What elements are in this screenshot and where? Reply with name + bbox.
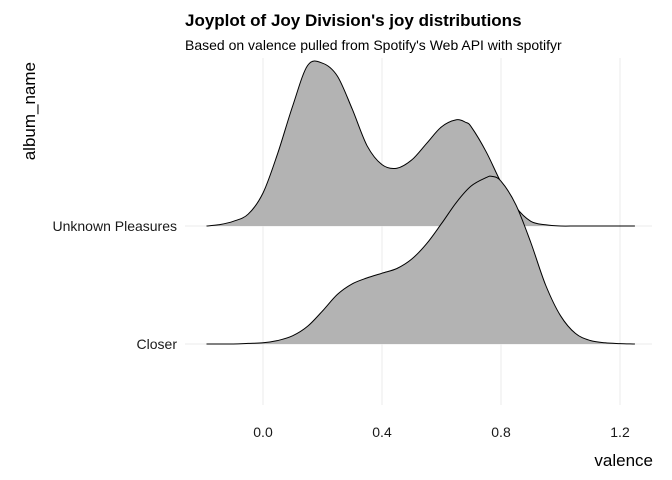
ridge-fill-unknown-pleasures — [206, 61, 635, 227]
chart-subtitle: Based on valence pulled from Spotify's W… — [185, 37, 562, 53]
x-tick-label: 0.8 — [491, 424, 511, 440]
y-tick-label: Unknown Pleasures — [52, 218, 177, 234]
density-ridges — [206, 60, 635, 345]
chart-title: Joyplot of Joy Division's joy distributi… — [185, 11, 522, 30]
x-axis-title: valence — [594, 451, 653, 470]
ridge-fill-closer — [206, 176, 635, 345]
y-axis-tick-labels: Closer Unknown Pleasures — [52, 218, 177, 352]
x-axis-tick-labels: 0.0 0.4 0.8 1.2 — [253, 424, 630, 440]
ridge-line-unknown-pleasures — [206, 60, 635, 227]
ridge-line-closer — [206, 175, 635, 345]
x-tick-label: 1.2 — [610, 424, 630, 440]
x-tick-label: 0.4 — [372, 424, 392, 440]
y-axis-title: album_name — [20, 62, 39, 160]
y-tick-label: Closer — [137, 336, 178, 352]
x-tick-label: 0.0 — [253, 424, 273, 440]
